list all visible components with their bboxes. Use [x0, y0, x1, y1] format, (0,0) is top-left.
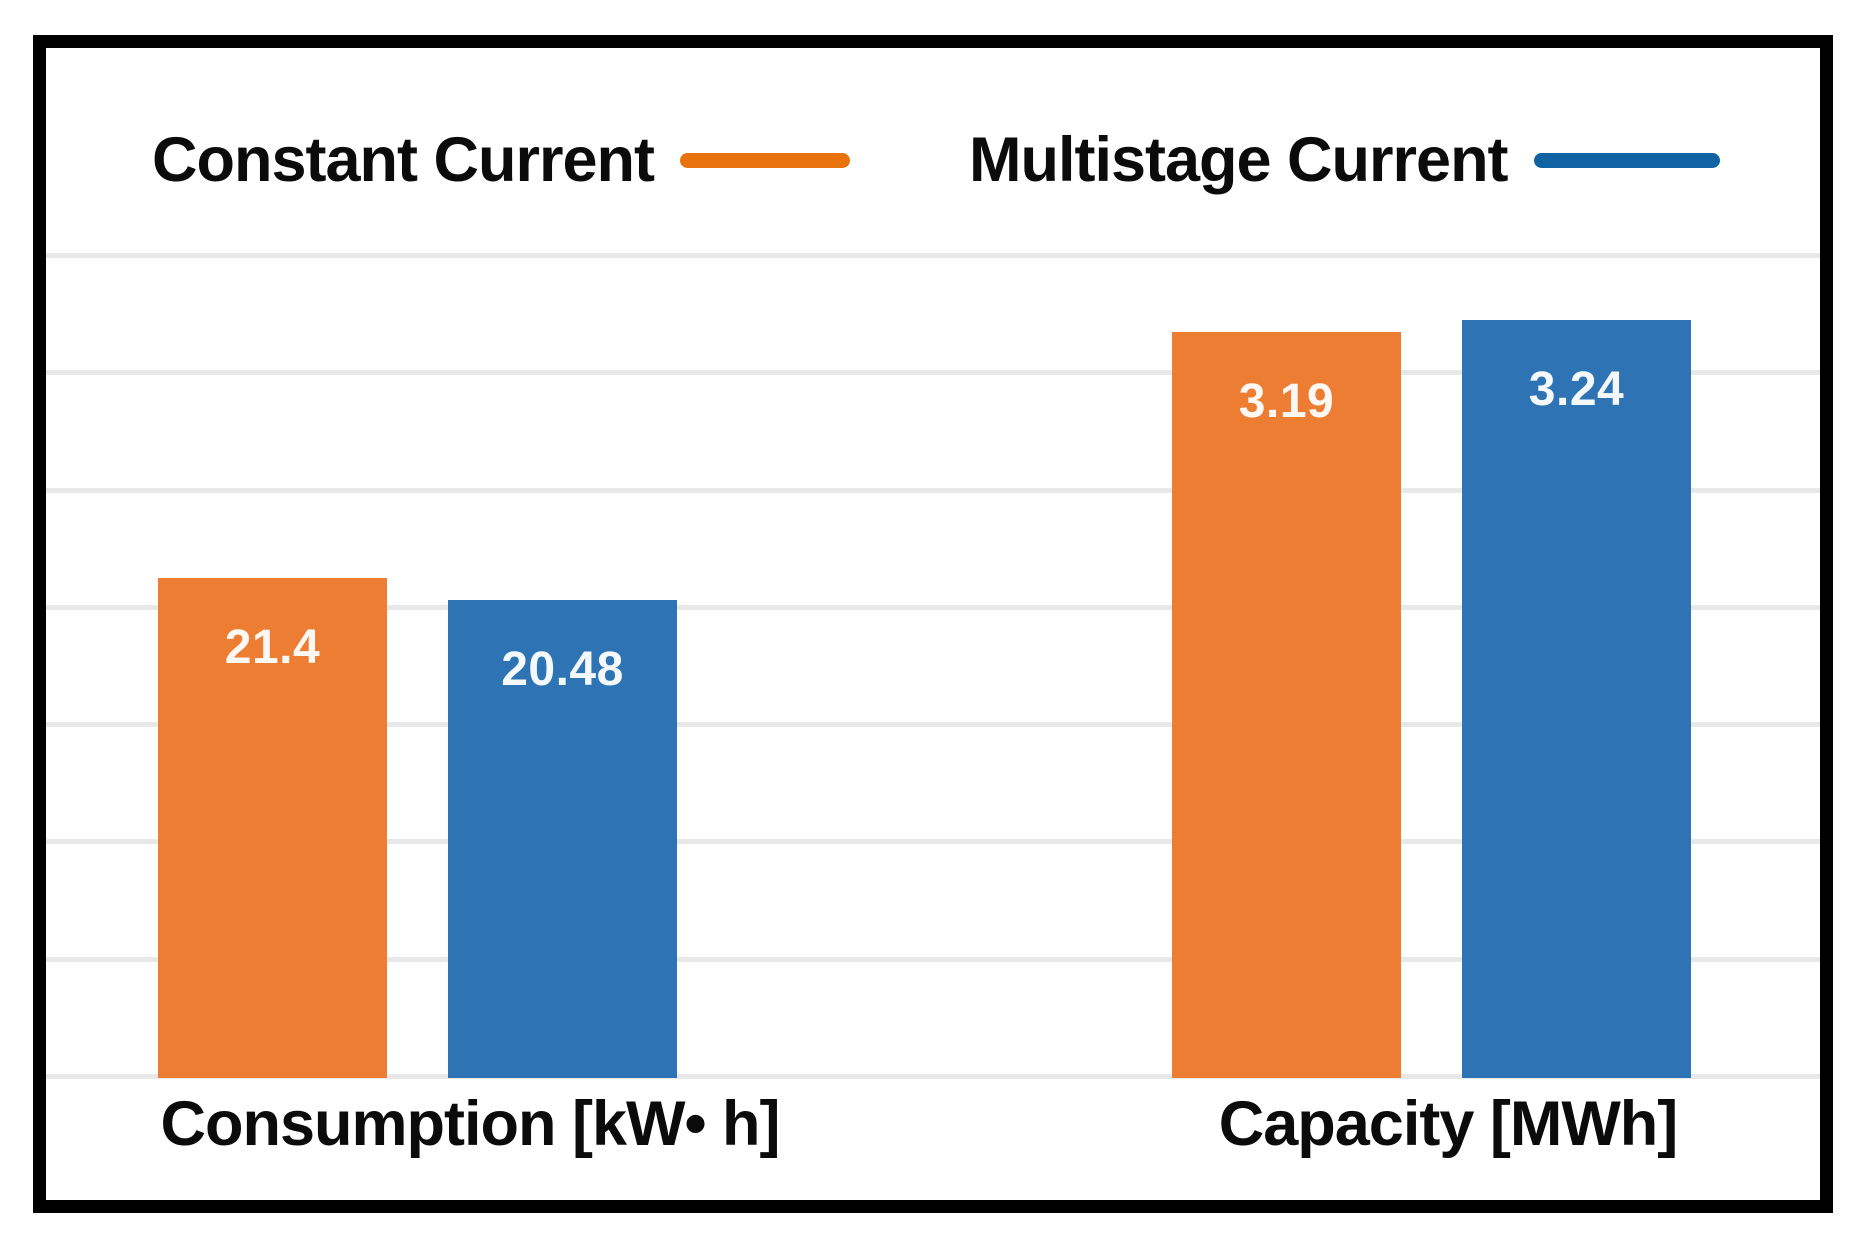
bar-constant-current-consumption: 21.4 [158, 578, 387, 1078]
bar-value-label: 21.4 [224, 621, 321, 674]
gridline [46, 488, 1820, 493]
gridline [46, 957, 1820, 962]
gridline [46, 839, 1820, 844]
category-label-capacity: Capacity [MWh] [1218, 1089, 1678, 1159]
chart-frame: Constant Current Multistage Current 21.4… [33, 35, 1833, 1213]
gridline [46, 605, 1820, 610]
legend-line-multistage-current-icon [1533, 152, 1720, 168]
category-label-consumption: Consumption [kW• h] [160, 1089, 781, 1159]
legend-item-multistage-current: Multistage Current [969, 118, 1720, 202]
bar-constant-current-capacity: 3.19 [1172, 332, 1401, 1078]
bar-value-label: 3.24 [1528, 363, 1625, 416]
bar-value-label: 3.19 [1238, 375, 1335, 428]
gridline [46, 1074, 1820, 1079]
plot-area: Constant Current Multistage Current 21.4… [46, 48, 1820, 1200]
bar-multistage-current-capacity: 3.24 [1462, 320, 1691, 1078]
gridline [46, 253, 1820, 258]
legend-line-constant-current-icon [680, 152, 850, 168]
legend-label-constant-current: Constant Current [152, 125, 655, 195]
legend-label-multistage-current: Multistage Current [969, 125, 1509, 195]
bar-value-label: 20.48 [501, 643, 624, 696]
gridline [46, 370, 1820, 375]
gridline [46, 722, 1820, 727]
bar-multistage-current-consumption: 20.48 [448, 600, 677, 1078]
legend-item-constant-current: Constant Current [152, 118, 850, 202]
